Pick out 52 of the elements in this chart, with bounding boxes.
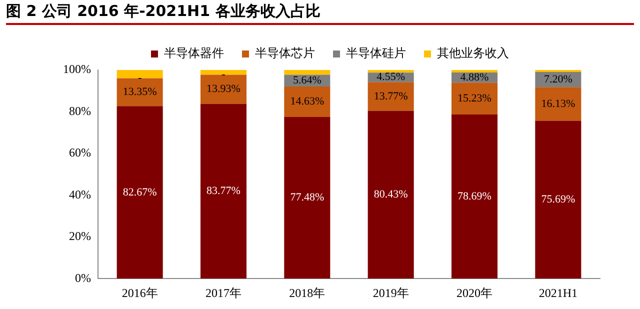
bar <box>284 116 330 279</box>
data-label: 13.77% <box>374 90 408 102</box>
data-label: 4.55% <box>376 71 406 84</box>
legend-label: 半导体器件 <box>164 46 224 60</box>
bar <box>451 82 498 114</box>
y-tick-label: 40% <box>68 187 91 202</box>
x-tick-label: 2016年 <box>122 286 158 300</box>
y-tick-label: 60% <box>68 146 91 160</box>
data-label: - <box>222 68 226 81</box>
x-tick-label: 2021H1 <box>538 286 578 300</box>
y-tick-label: 80% <box>68 104 91 118</box>
bar <box>368 70 414 73</box>
bar <box>368 110 414 279</box>
bar <box>368 82 414 111</box>
data-label: 4.88% <box>460 71 489 84</box>
bar <box>200 74 247 104</box>
legend-label: 半导体硅片 <box>346 46 406 60</box>
bar <box>535 87 582 121</box>
data-label: 13.93% <box>206 83 240 96</box>
x-tick-label: 2018年 <box>289 286 326 300</box>
bar <box>116 106 163 279</box>
bar <box>535 120 582 279</box>
data-label: 7.20% <box>544 73 572 86</box>
bar <box>116 70 163 78</box>
bar <box>200 104 247 279</box>
x-tick-label: 2020年 <box>456 286 492 300</box>
y-tick-label: 20% <box>68 229 91 244</box>
data-label: 83.77% <box>206 185 240 198</box>
y-tick-label: 0% <box>74 270 91 285</box>
legend-label: 其他业务收入 <box>437 46 509 60</box>
data-label: 80.43% <box>374 188 408 201</box>
data-label: 78.69% <box>458 190 492 202</box>
y-tick-label: 100% <box>62 62 91 76</box>
bar <box>284 70 330 75</box>
x-tick-label: 2019年 <box>372 286 409 300</box>
bar <box>200 70 247 75</box>
x-tick-label: 2017年 <box>205 286 242 300</box>
data-label: 15.23% <box>458 92 492 104</box>
data-label: 14.63% <box>290 96 324 108</box>
bar <box>451 114 498 279</box>
data-label: 5.64% <box>292 74 322 86</box>
data-label: 75.69% <box>541 194 576 206</box>
data-label: 13.35% <box>122 86 157 98</box>
data-label: 82.67% <box>122 186 157 198</box>
bar <box>116 78 163 106</box>
bar <box>284 86 330 117</box>
data-label: - <box>138 72 142 84</box>
chart-title: 图 2 公司 2016 年-2021H1 各业务收入占比 <box>6 2 634 25</box>
data-label: 16.13% <box>541 98 576 110</box>
legend-label: 半导体芯片 <box>255 46 315 60</box>
bar <box>451 70 498 73</box>
data-label: 77.48% <box>290 192 324 204</box>
